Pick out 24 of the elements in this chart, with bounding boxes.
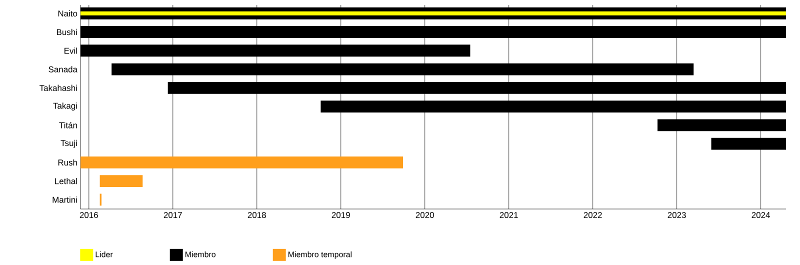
y-tick-label: Sanada xyxy=(48,66,78,72)
y-tick-label: Evil xyxy=(64,48,77,54)
y-tick-label: Takahashi xyxy=(40,84,77,92)
y-tick-label: Titán xyxy=(59,122,77,128)
bar xyxy=(112,63,694,76)
bar xyxy=(80,11,786,16)
y-tick-label: Lethal xyxy=(55,178,77,184)
x-tick-label: 2016 xyxy=(80,212,98,218)
x-tick-label: 2018 xyxy=(248,212,266,218)
bar xyxy=(100,175,143,188)
x-tick-label: 2023 xyxy=(668,212,686,218)
x-tick-label: 2022 xyxy=(584,212,602,218)
y-tick-label: Rush xyxy=(58,159,77,166)
x-tick-label: 2017 xyxy=(164,212,182,218)
x-tick-label: 2021 xyxy=(500,212,518,218)
y-tick-label: Martini xyxy=(52,196,77,203)
bar xyxy=(80,156,404,168)
x-tick-label: 2019 xyxy=(332,212,350,218)
y-tick-label: Naito xyxy=(58,10,78,16)
y-tick-label: Tsuji xyxy=(60,140,77,148)
y-tick-label: Takagi xyxy=(53,102,77,110)
x-tick-label: 2024 xyxy=(752,212,770,218)
y-tick-label: Bushi xyxy=(56,28,77,36)
x-tick-label: 2020 xyxy=(416,212,434,218)
